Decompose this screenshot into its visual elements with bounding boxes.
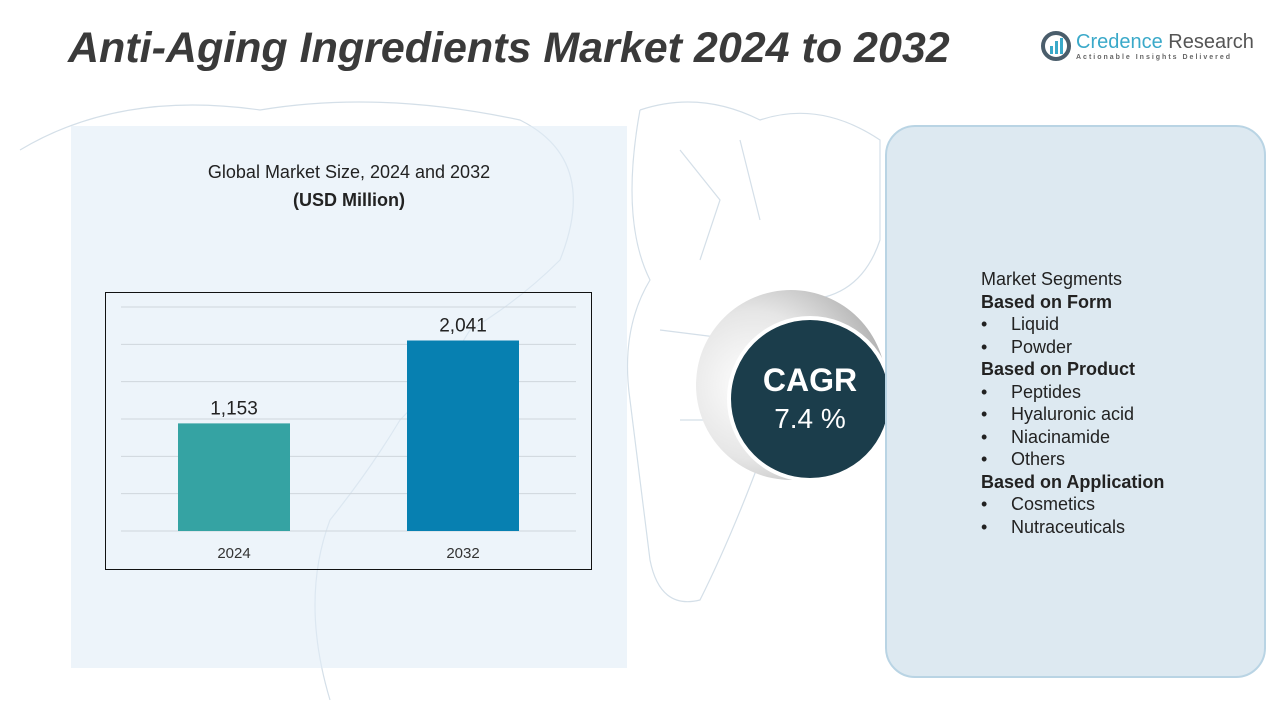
cagr-label: CAGR [762,362,858,398]
segment-item: Powder [981,336,1164,359]
segment-group-title: Based on Application [981,471,1165,492]
segment-item: Cosmetics [981,493,1164,516]
segments-heading: Market Segments [981,269,1123,289]
page-title: Anti-Aging Ingredients Market 2024 to 20… [68,24,950,72]
bar-2032 [407,340,519,531]
cagr-value: 7.4 % [774,403,846,434]
chart-title: Global Market Size, 2024 and 2032 [207,162,491,182]
cagr-badge: CAGR 7.4 % [727,316,893,482]
x-tick-label: 2032 [446,545,479,562]
logo-name-2: Research [1162,31,1254,53]
segment-group-title: Based on Form [981,291,1113,312]
segment-item: Peptides [981,381,1164,404]
logo-tagline: Actionable Insights Delivered [1076,54,1233,61]
data-label: 1,153 [210,398,258,419]
segment-item: Nutraceuticals [981,516,1164,539]
market-segments: Market Segments Based on FormLiquidPowde… [981,268,1164,538]
logo-name-1: Credence [1076,31,1163,53]
x-tick-label: 2024 [217,545,250,562]
data-label: 2,041 [439,316,487,337]
segment-item: Hyaluronic acid [981,403,1164,426]
chart-subtitle: (USD Million) [293,190,405,210]
chart-panel [71,126,627,668]
segment-item: Liquid [981,313,1164,336]
segment-item: Niacinamide [981,426,1164,449]
segment-item: Others [981,448,1164,471]
logo-icon [1041,31,1071,61]
segment-group-title: Based on Product [981,359,1136,379]
logo: Credence Research Actionable Insights De… [1040,30,1254,62]
bar-2024 [178,423,290,531]
bar-chart: 1,153 2024 2,041 2032 [105,292,592,570]
